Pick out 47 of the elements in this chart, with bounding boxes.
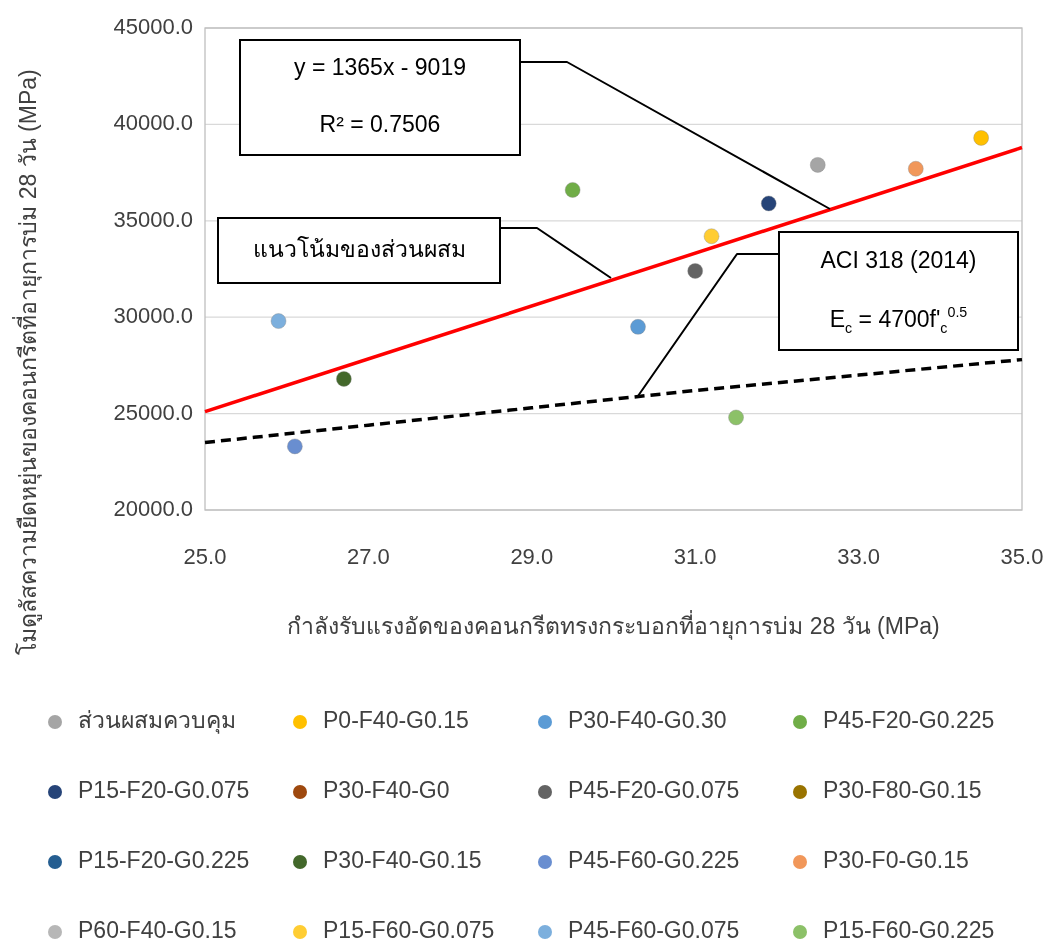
y-tick-label: 35000.0 (113, 206, 193, 232)
point (287, 438, 303, 455)
point (810, 157, 826, 173)
legend-label: P45-F20-G0.075 (568, 777, 740, 804)
y-tick-label: 20000.0 (113, 495, 193, 521)
x-axis-title: กำลังรับแรงอัดของคอนกรีตทรงกระบอกที่อายุการบ่ม 28 วัน (MPa) (287, 610, 940, 641)
annotation: R² = 0.7506 (319, 111, 441, 138)
y-tick-label: 40000.0 (113, 110, 193, 136)
legend-label: P45-F60-G0.075 (568, 917, 740, 944)
legend-label: P0-F40-G0.15 (323, 707, 469, 734)
x-tick-label: 31.0 (673, 543, 717, 569)
legend-label: ส่วนผสมควบคุม (78, 707, 236, 735)
legend-label: P30-F0-G0.15 (823, 847, 969, 874)
point (630, 319, 646, 335)
y-tick-label: 45000.0 (113, 13, 193, 39)
point (336, 371, 352, 387)
y-tick-label: 25000.0 (113, 399, 193, 425)
legend-label: P45-F20-G0.225 (823, 707, 995, 734)
point (270, 313, 287, 329)
legend-label: P15-F20-G0.225 (78, 847, 250, 874)
point (728, 409, 744, 426)
y-axis-title: โมดูลัสความยืดหยุ่นของคอนกรีตที่อายุการบ่ม 28 วัน (MPa) (12, 69, 43, 655)
y-tick-label: 30000.0 (113, 303, 193, 329)
legend-label: P60-F40-G0.15 (78, 917, 237, 944)
annotation: y = 1365x - 9019 (294, 53, 466, 80)
legend-label: P30-F80-G0.15 (823, 777, 982, 804)
x-tick-label: 25.0 (183, 543, 227, 569)
annotation: แนวโน้มของส่วนผสม (252, 235, 466, 262)
x-tick-label: 35.0 (1000, 543, 1044, 569)
x-tick-label: 29.0 (510, 543, 554, 569)
legend-label: P45-F60-G0.225 (568, 847, 740, 874)
legend-label: P30-F40-G0.15 (323, 847, 482, 874)
legend-label: P15-F60-G0.225 (823, 917, 995, 944)
x-tick-label: 33.0 (837, 543, 881, 569)
annotation: ACI 318 (2014) (820, 246, 977, 273)
point (973, 130, 989, 146)
legend-label: P30-F40-G0 (323, 777, 450, 804)
x-tick-label: 27.0 (346, 543, 390, 569)
point (908, 161, 924, 177)
point (564, 182, 581, 198)
point (687, 263, 703, 279)
legend-label: P15-F60-G0.075 (323, 917, 495, 944)
legend-label: P30-F40-G0.30 (568, 707, 727, 734)
point (703, 228, 720, 244)
point (761, 195, 777, 212)
legend-label: P15-F20-G0.075 (78, 777, 250, 804)
line-series (203, 357, 1024, 445)
